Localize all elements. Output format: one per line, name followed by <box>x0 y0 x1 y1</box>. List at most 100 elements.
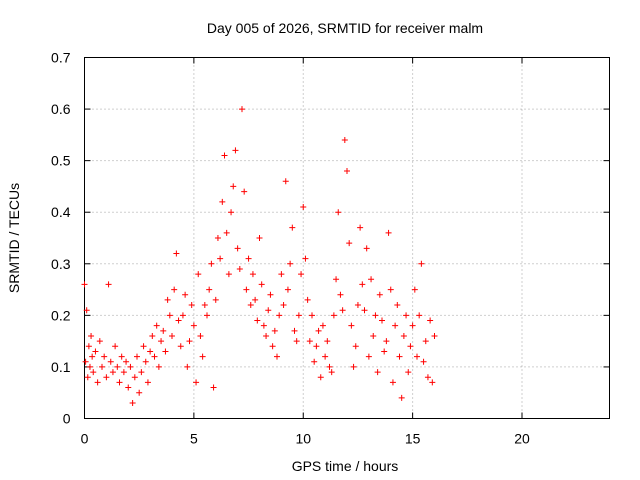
data-point <box>223 229 230 236</box>
y-axis-label: SRMTID / TECUs <box>6 183 22 293</box>
data-point <box>379 317 385 324</box>
data-point <box>109 369 116 376</box>
data-point <box>219 198 226 205</box>
data-point <box>422 338 429 345</box>
data-point <box>424 374 431 381</box>
data-point <box>162 348 169 355</box>
data-point <box>392 322 399 329</box>
data-point <box>116 379 123 386</box>
data-point <box>304 296 311 303</box>
data-point <box>293 338 300 345</box>
data-point <box>361 307 368 314</box>
data-point <box>247 302 254 309</box>
x-tick-label: 20 <box>514 431 530 447</box>
data-point <box>190 322 197 329</box>
data-point <box>86 363 93 370</box>
data-point <box>376 291 383 298</box>
data-point <box>193 379 200 386</box>
data-point <box>81 281 88 288</box>
data-point <box>271 327 278 334</box>
data-point <box>295 312 302 319</box>
data-point <box>164 296 171 303</box>
data-point <box>206 286 213 293</box>
data-point <box>416 312 423 319</box>
data-point <box>348 322 355 329</box>
data-point <box>138 369 145 376</box>
data-point <box>333 276 340 283</box>
data-point <box>158 338 165 345</box>
data-point <box>418 260 425 267</box>
data-point <box>94 379 101 386</box>
data-point <box>409 322 416 329</box>
data-point <box>265 307 272 314</box>
data-point <box>396 353 403 360</box>
data-point <box>368 276 375 283</box>
y-tick-label: 0.4 <box>51 204 71 220</box>
data-point <box>256 235 263 241</box>
data-point <box>140 343 147 350</box>
data-point <box>101 353 108 360</box>
data-point <box>171 286 178 293</box>
data-point <box>400 332 407 339</box>
data-point <box>263 332 270 339</box>
data-point <box>169 332 175 339</box>
x-tick-label: 10 <box>295 431 311 447</box>
data-point <box>420 358 427 365</box>
data-point <box>300 204 307 211</box>
data-point <box>387 286 394 293</box>
data-point <box>155 363 162 370</box>
data-point <box>291 327 298 334</box>
data-point <box>225 271 232 278</box>
data-point <box>359 281 366 288</box>
data-point <box>197 332 204 339</box>
data-point <box>142 358 149 365</box>
axis-ticks: 0 5 10 15 20 0 0.1 0.2 0.3 0.4 0.5 0.6 0.7 <box>51 50 610 447</box>
data-point <box>103 374 110 381</box>
data-point <box>182 291 189 298</box>
data-point <box>210 384 217 391</box>
data-point <box>383 338 390 345</box>
data-point <box>107 358 114 365</box>
data-point <box>99 363 105 370</box>
data-point <box>118 353 125 360</box>
data-point <box>298 271 305 278</box>
data-point <box>186 338 193 345</box>
data-point <box>166 312 173 319</box>
data-point <box>407 343 414 350</box>
data-point <box>354 302 361 309</box>
data-point <box>337 291 344 298</box>
data-point <box>322 353 329 360</box>
data-point <box>276 312 283 319</box>
data-point <box>313 343 320 350</box>
data-point <box>427 317 434 324</box>
x-tick-label: 5 <box>190 431 198 447</box>
data-point <box>105 281 112 288</box>
data-point <box>228 209 235 216</box>
data-point <box>245 255 252 262</box>
chart-title: Day 005 of 2026, SRMTID for receiver mal… <box>207 20 483 36</box>
data-point <box>252 296 259 303</box>
data-point <box>129 400 136 407</box>
data-point <box>234 245 241 252</box>
data-point <box>306 338 313 345</box>
data-point <box>431 332 438 339</box>
data-point <box>221 152 228 159</box>
data-point <box>85 343 92 350</box>
data-point <box>239 106 245 113</box>
data-point <box>199 353 206 360</box>
data-point <box>429 379 436 386</box>
data-point <box>243 286 250 293</box>
data-point <box>217 255 224 262</box>
data-point <box>282 178 289 185</box>
x-tick-label: 0 <box>81 431 89 447</box>
data-point <box>89 353 96 360</box>
data-point <box>123 358 130 365</box>
y-tick-label: 0.7 <box>51 50 71 66</box>
y-tick-label: 0.2 <box>51 307 71 323</box>
data-point <box>317 374 324 381</box>
data-point <box>309 312 315 319</box>
data-point <box>120 369 127 376</box>
data-point <box>274 353 280 360</box>
x-tick-label: 15 <box>405 431 421 447</box>
